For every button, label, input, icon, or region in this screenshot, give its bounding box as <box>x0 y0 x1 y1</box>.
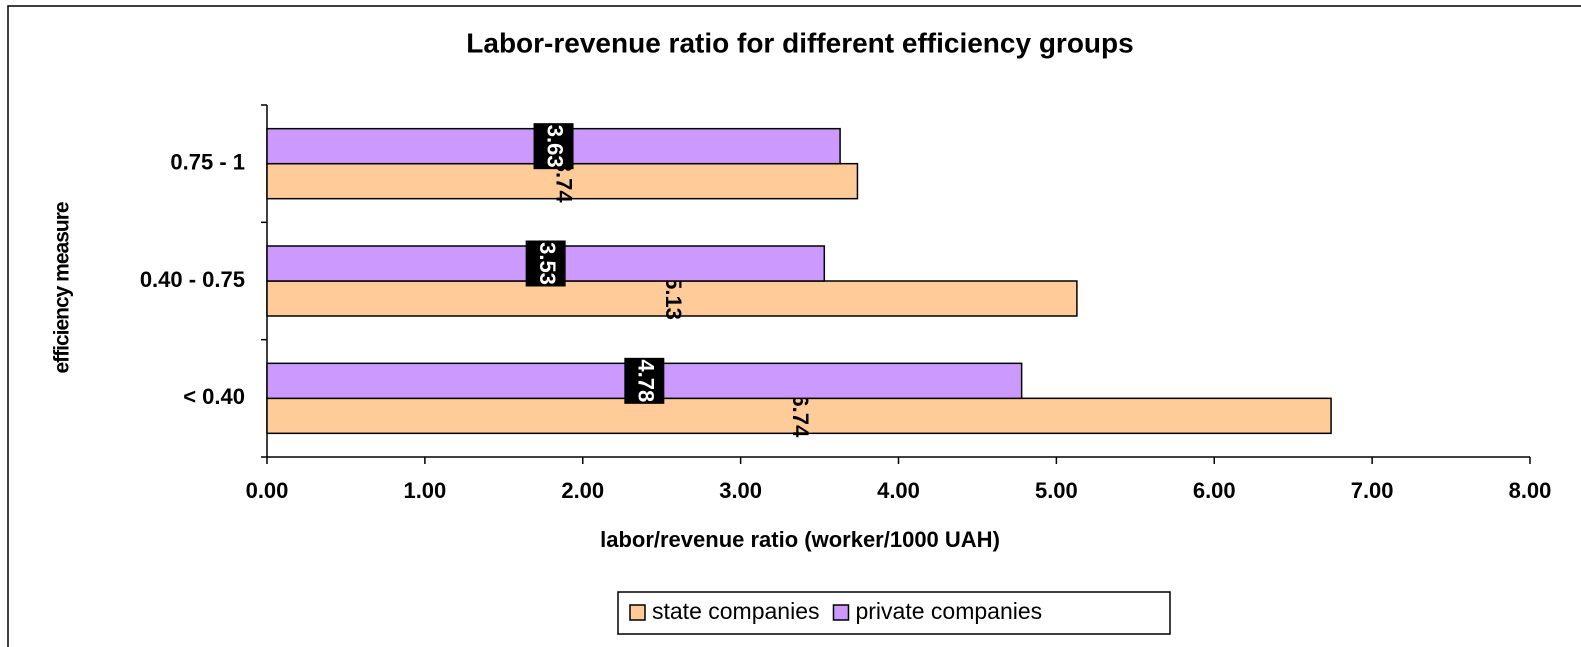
bar <box>266 280 1078 317</box>
chart-title: Labor-revenue ratio for different effici… <box>466 27 1133 58</box>
x-tick-label: 4.00 <box>877 478 920 503</box>
value-label: 3.53 <box>535 242 560 285</box>
y-axis-label: efficiency measure <box>51 202 74 373</box>
x-tick-label: 6.00 <box>1193 478 1236 503</box>
value-label: 3.63 <box>543 125 568 168</box>
legend-swatch <box>629 604 646 621</box>
x-tick-label: 0.00 <box>246 478 289 503</box>
chart-frame <box>7 5 1581 647</box>
legend-box <box>617 591 1171 635</box>
value-label: 4.78 <box>634 359 659 402</box>
value-label: 6.74 <box>788 394 813 438</box>
x-tick-label: 3.00 <box>719 478 762 503</box>
value-label-bg <box>533 123 574 170</box>
value-label-bg <box>624 357 665 404</box>
x-tick-label: 1.00 <box>403 478 446 503</box>
x-tick-label: 2.00 <box>561 478 604 503</box>
value-label-bg <box>525 240 566 287</box>
x-tick-label: 7.00 <box>1351 478 1394 503</box>
legend-label: state companies <box>652 598 819 624</box>
bar <box>266 162 859 200</box>
legend-swatch <box>832 604 850 621</box>
legend-label: private companies <box>855 598 1042 624</box>
x-tick-label: 5.00 <box>1035 478 1078 503</box>
value-label: 5.13 <box>661 277 686 320</box>
x-axis-label: labor/revenue ratio (worker/1000 UAH) <box>600 527 1000 552</box>
bar <box>266 397 1332 435</box>
y-tick-label: 0.40 - 0.75 <box>140 267 245 292</box>
y-tick-label: 0.75 - 1 <box>170 149 245 174</box>
y-tick-label: < 0.40 <box>183 384 245 409</box>
x-tick-label: 8.00 <box>1509 478 1552 503</box>
